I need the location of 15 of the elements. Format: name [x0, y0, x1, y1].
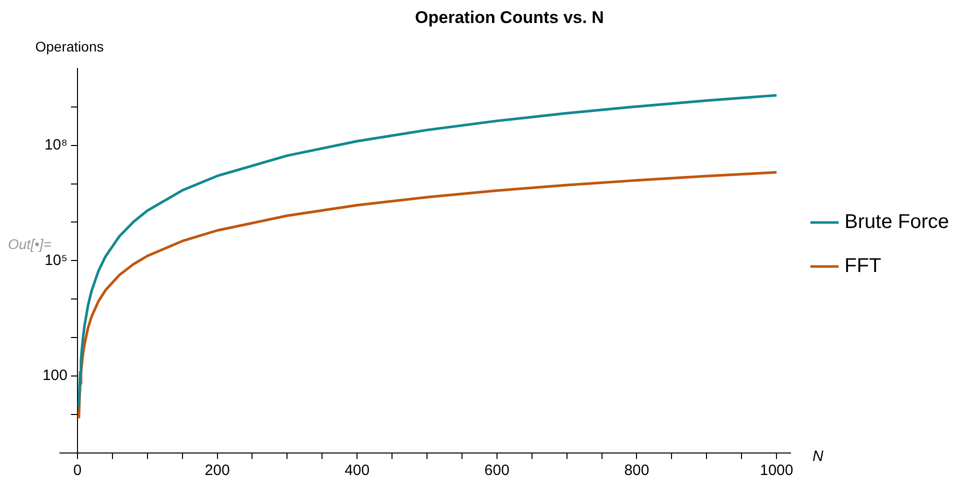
legend-label: Brute Force — [844, 211, 949, 234]
legend-label: FFT — [844, 255, 882, 278]
x-tick-label: 1000 — [760, 462, 794, 480]
y-axis-title: Operations — [35, 38, 104, 54]
x-tick-label: 200 — [204, 462, 230, 480]
y-tick-label: 10⁵ — [44, 252, 68, 269]
y-tick-label: 100 — [42, 367, 68, 384]
chart-title: Operation Counts vs. N — [415, 8, 604, 27]
x-tick-label: 800 — [624, 462, 650, 480]
x-tick-label: 400 — [344, 462, 370, 480]
x-tick-label: 600 — [484, 462, 510, 480]
x-axis-title: N — [812, 448, 824, 466]
x-tick-label: 0 — [73, 462, 82, 480]
y-tick-label: 10⁸ — [44, 136, 68, 154]
text: Out[•]= — [8, 236, 52, 252]
